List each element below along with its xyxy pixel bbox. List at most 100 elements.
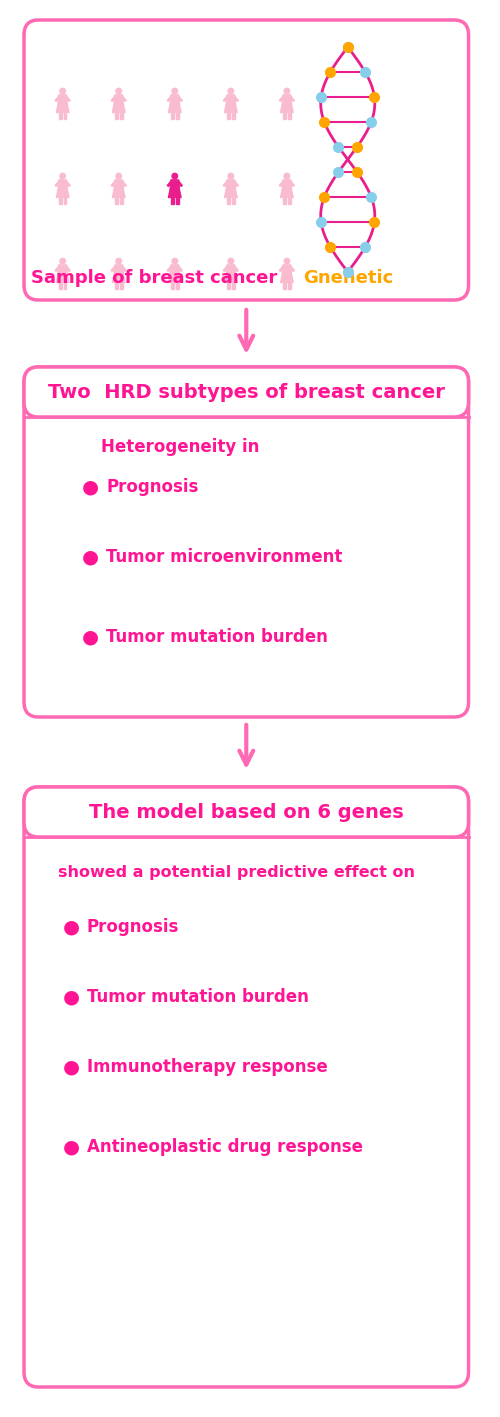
- Polygon shape: [59, 112, 62, 119]
- Polygon shape: [232, 282, 234, 289]
- Text: Tumor mutation burden: Tumor mutation burden: [87, 988, 308, 1006]
- Polygon shape: [122, 181, 126, 187]
- Circle shape: [60, 88, 66, 94]
- Text: ●: ●: [62, 1057, 80, 1077]
- Polygon shape: [168, 181, 172, 187]
- Polygon shape: [168, 266, 172, 272]
- Polygon shape: [66, 266, 70, 272]
- FancyBboxPatch shape: [24, 367, 468, 717]
- Polygon shape: [122, 266, 126, 272]
- Polygon shape: [227, 197, 230, 204]
- Polygon shape: [288, 282, 290, 289]
- Polygon shape: [227, 282, 230, 289]
- Polygon shape: [112, 181, 116, 187]
- Polygon shape: [290, 266, 294, 272]
- FancyBboxPatch shape: [24, 786, 468, 1387]
- Polygon shape: [224, 266, 228, 272]
- Text: ●: ●: [62, 917, 80, 937]
- Circle shape: [172, 88, 178, 94]
- Polygon shape: [56, 275, 69, 282]
- Text: ●: ●: [82, 628, 99, 646]
- Polygon shape: [59, 197, 62, 204]
- Polygon shape: [290, 181, 294, 187]
- Polygon shape: [171, 112, 173, 119]
- Circle shape: [228, 258, 234, 264]
- Polygon shape: [280, 181, 284, 187]
- Polygon shape: [232, 197, 234, 204]
- Text: Tumor microenvironment: Tumor microenvironment: [106, 548, 343, 565]
- Polygon shape: [178, 266, 182, 272]
- Polygon shape: [112, 105, 125, 112]
- Polygon shape: [280, 105, 293, 112]
- Polygon shape: [114, 180, 124, 190]
- Polygon shape: [280, 96, 284, 102]
- Polygon shape: [226, 95, 235, 105]
- Polygon shape: [226, 180, 235, 190]
- Polygon shape: [112, 275, 125, 282]
- Polygon shape: [66, 96, 70, 102]
- Polygon shape: [282, 180, 292, 190]
- Polygon shape: [176, 112, 178, 119]
- Polygon shape: [168, 96, 172, 102]
- Circle shape: [116, 258, 121, 264]
- Text: ●: ●: [82, 478, 99, 496]
- Polygon shape: [114, 265, 124, 275]
- Text: Heterogeneity in: Heterogeneity in: [102, 438, 260, 456]
- Polygon shape: [112, 190, 125, 197]
- FancyBboxPatch shape: [24, 367, 468, 417]
- Polygon shape: [224, 190, 237, 197]
- Polygon shape: [58, 265, 68, 275]
- Circle shape: [284, 258, 290, 264]
- Polygon shape: [120, 197, 122, 204]
- Polygon shape: [280, 190, 293, 197]
- Polygon shape: [56, 190, 69, 197]
- Polygon shape: [176, 197, 178, 204]
- Polygon shape: [120, 282, 122, 289]
- Polygon shape: [171, 197, 173, 204]
- Polygon shape: [282, 95, 292, 105]
- Circle shape: [284, 173, 290, 179]
- Polygon shape: [122, 96, 126, 102]
- Text: Tumor mutation burden: Tumor mutation burden: [106, 628, 328, 646]
- Polygon shape: [115, 282, 117, 289]
- Polygon shape: [66, 181, 70, 187]
- Polygon shape: [234, 96, 238, 102]
- Circle shape: [228, 173, 234, 179]
- Text: Sample of breast cancer: Sample of breast cancer: [32, 269, 278, 288]
- Circle shape: [228, 88, 234, 94]
- Polygon shape: [227, 112, 230, 119]
- Polygon shape: [283, 197, 286, 204]
- Polygon shape: [178, 96, 182, 102]
- Polygon shape: [55, 266, 60, 272]
- Polygon shape: [283, 112, 286, 119]
- Polygon shape: [115, 197, 117, 204]
- Polygon shape: [224, 181, 228, 187]
- Polygon shape: [290, 96, 294, 102]
- Polygon shape: [226, 265, 235, 275]
- Polygon shape: [112, 266, 116, 272]
- Polygon shape: [288, 112, 290, 119]
- Polygon shape: [55, 96, 60, 102]
- Polygon shape: [176, 282, 178, 289]
- Circle shape: [116, 173, 121, 179]
- Polygon shape: [224, 96, 228, 102]
- Text: The model based on 6 genes: The model based on 6 genes: [89, 802, 404, 822]
- Circle shape: [172, 258, 178, 264]
- Circle shape: [172, 173, 178, 179]
- Polygon shape: [283, 282, 286, 289]
- Polygon shape: [282, 265, 292, 275]
- Polygon shape: [170, 265, 179, 275]
- Text: Prognosis: Prognosis: [106, 478, 198, 496]
- Polygon shape: [168, 105, 181, 112]
- Polygon shape: [170, 180, 179, 190]
- Polygon shape: [234, 181, 238, 187]
- Circle shape: [60, 258, 66, 264]
- Polygon shape: [232, 112, 234, 119]
- Polygon shape: [115, 112, 117, 119]
- Polygon shape: [280, 275, 293, 282]
- Polygon shape: [120, 112, 122, 119]
- Text: ●: ●: [62, 988, 80, 1006]
- Polygon shape: [112, 96, 116, 102]
- Circle shape: [60, 173, 66, 179]
- Polygon shape: [64, 112, 66, 119]
